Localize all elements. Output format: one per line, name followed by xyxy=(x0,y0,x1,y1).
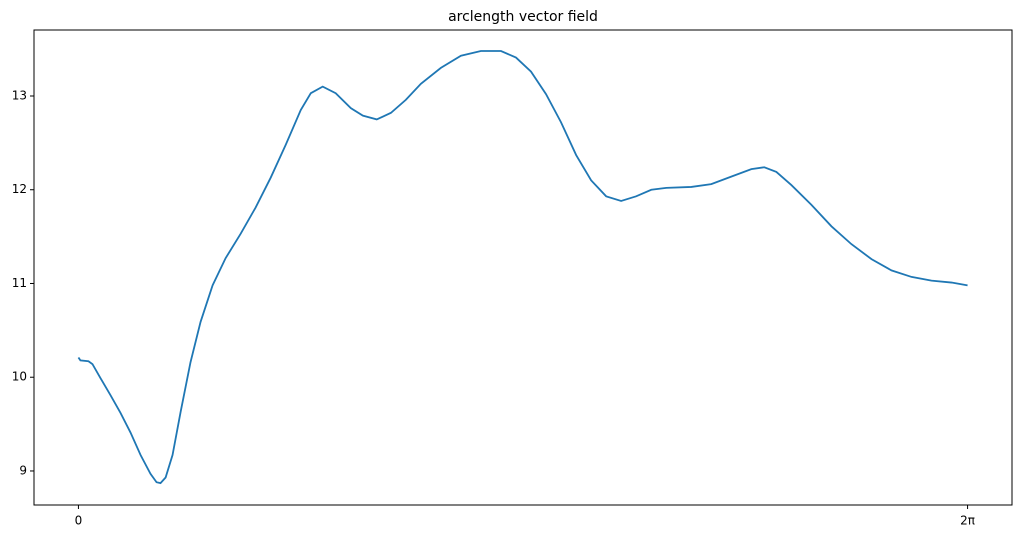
y-tick-label: 12 xyxy=(12,182,27,196)
x-tick-label: 2π xyxy=(960,514,975,528)
y-tick-label: 9 xyxy=(19,463,27,477)
y-tick-label: 13 xyxy=(12,88,27,102)
line-series xyxy=(77,50,968,485)
y-tick-label: 11 xyxy=(12,276,27,290)
axes-frame xyxy=(33,29,1013,506)
x-tick-label: 0 xyxy=(75,514,83,528)
y-tick-label: 10 xyxy=(12,370,27,384)
chart-title: arclength vector field xyxy=(448,9,598,25)
